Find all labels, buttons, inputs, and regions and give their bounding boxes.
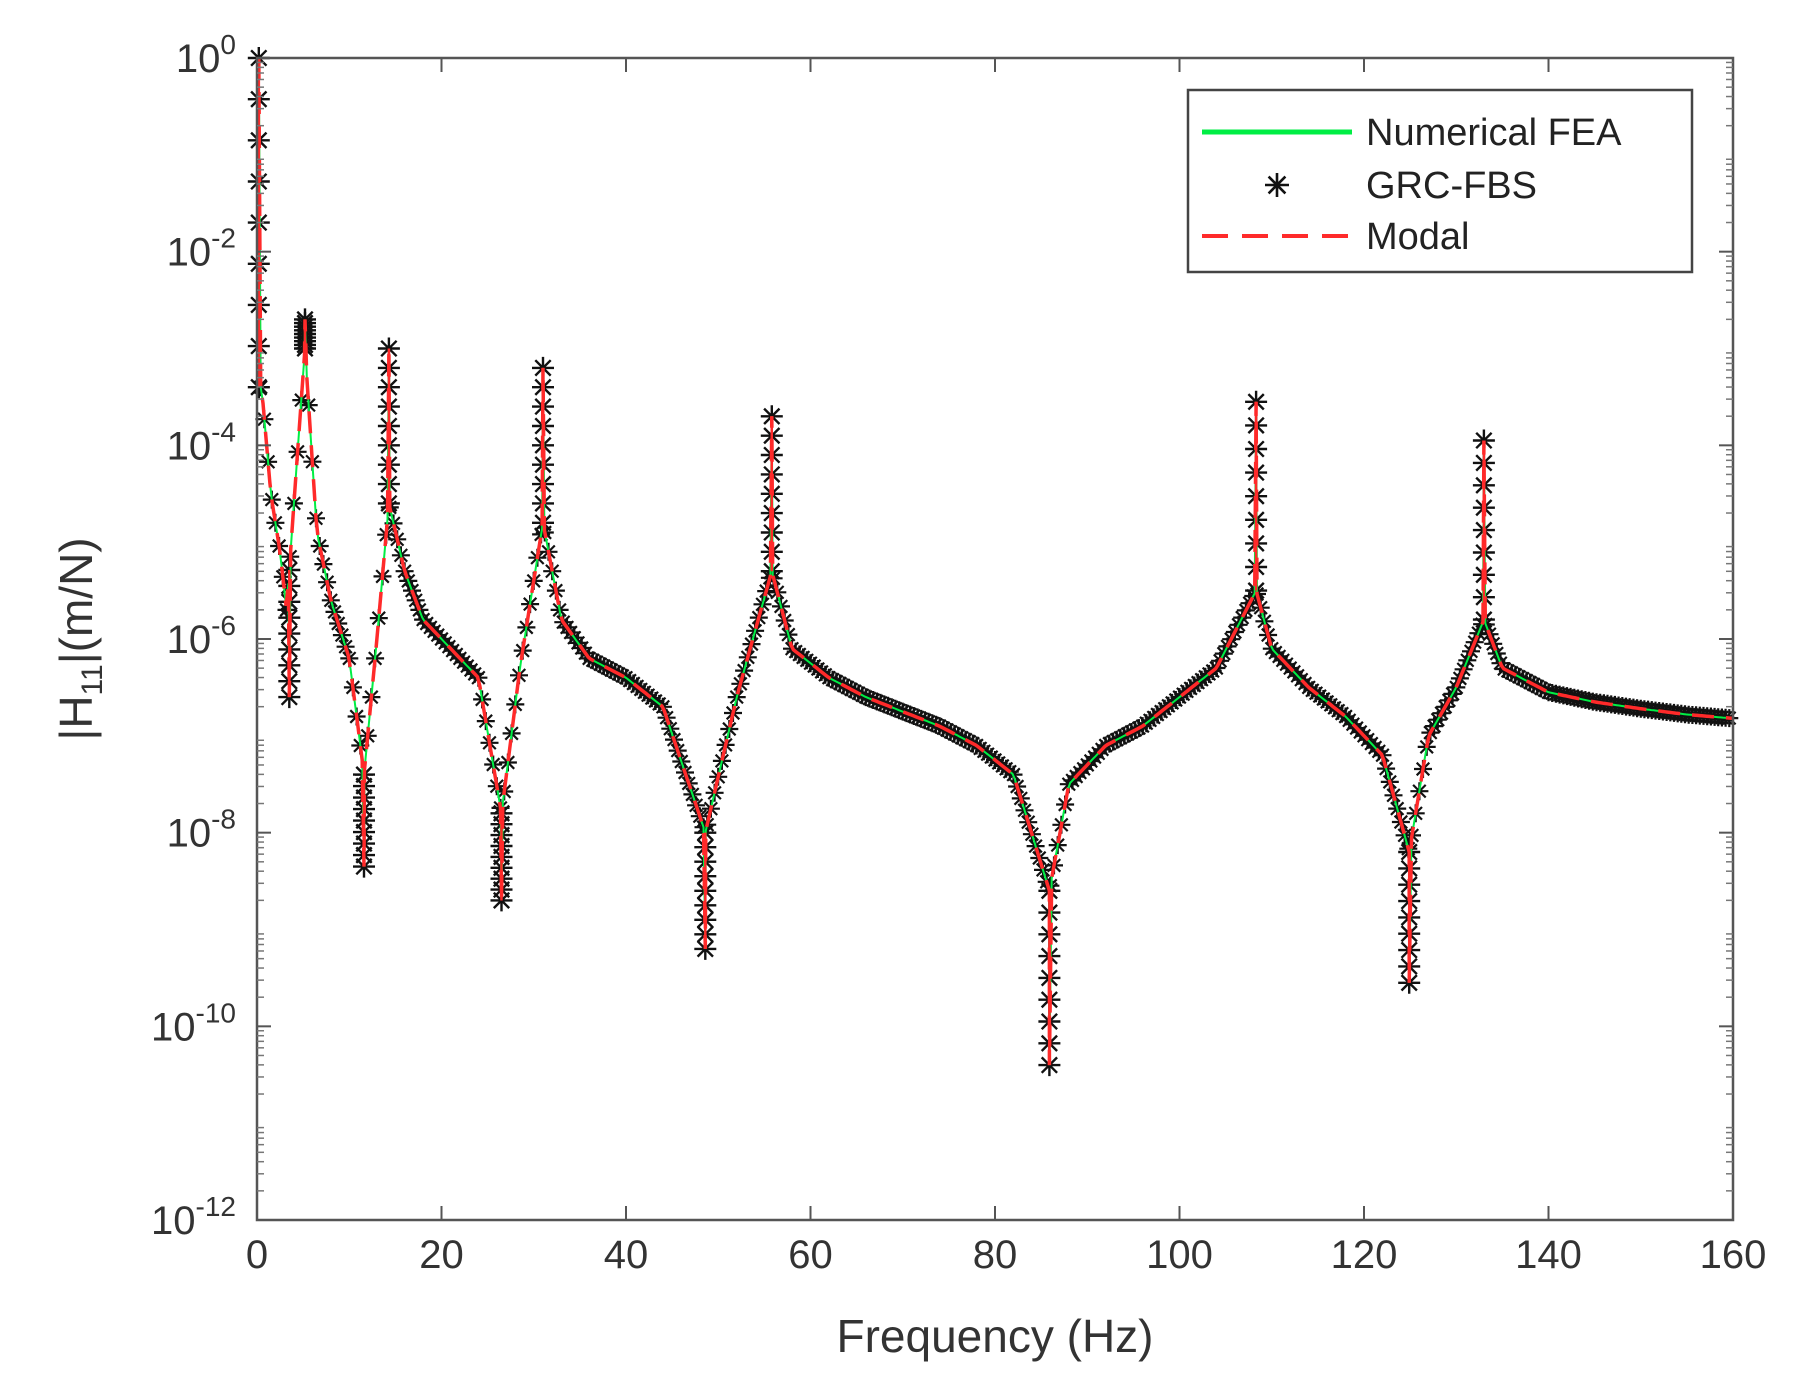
grc-fbs-point [277, 600, 296, 619]
y-tick-label: 10-4 [167, 416, 236, 468]
grc-fbs-asterisk [277, 600, 296, 619]
grc-fbs-asterisk [278, 559, 301, 581]
y-tick-label: 10-6 [167, 610, 236, 662]
y-tick-label: 10-10 [151, 997, 236, 1049]
y-axis-label-prefix: |H [50, 695, 102, 740]
grc-fbs-point [278, 559, 301, 581]
y-axis-ticks: 100 10-2 10-4 10-6 10-8 10-10 10-12 [151, 29, 1733, 1243]
legend: Numerical FEA GRC-FBS Modal [1186, 88, 1694, 274]
y-tick-label: 10-12 [151, 1191, 236, 1243]
x-tick-label: 60 [788, 1233, 833, 1277]
x-tick-label: 160 [1700, 1233, 1767, 1277]
x-tick-label: 40 [604, 1233, 649, 1277]
legend-swatch-grc-fbs [1265, 173, 1289, 197]
x-axis-label: Frequency (Hz) [837, 1310, 1154, 1362]
y-axis-label: |H11|(m/N) [50, 537, 109, 740]
x-tick-label: 120 [1331, 1233, 1398, 1277]
x-tick-label: 20 [419, 1233, 464, 1277]
x-tick-label: 0 [246, 1233, 268, 1277]
x-tick-label: 80 [973, 1233, 1018, 1277]
legend-label-grc-fbs: GRC-FBS [1366, 165, 1537, 207]
legend-asterisk [1265, 173, 1289, 197]
y-axis-label-suffix: |(m/N) [50, 537, 102, 664]
y-tick-label: 100 [176, 29, 236, 81]
y-tick-label: 10-2 [167, 223, 236, 275]
legend-label-numerical-fea: Numerical FEA [1366, 112, 1622, 154]
x-tick-label: 140 [1515, 1233, 1582, 1277]
x-axis-ticks: 0 20 40 60 80 100 120 140 160 [246, 58, 1767, 1277]
y-axis-label-subscript: 11 [76, 664, 109, 695]
data-layer [247, 47, 1739, 1077]
y-tick-label: 10-8 [167, 804, 236, 856]
x-tick-label: 100 [1146, 1233, 1213, 1277]
legend-label-modal: Modal [1366, 216, 1470, 258]
